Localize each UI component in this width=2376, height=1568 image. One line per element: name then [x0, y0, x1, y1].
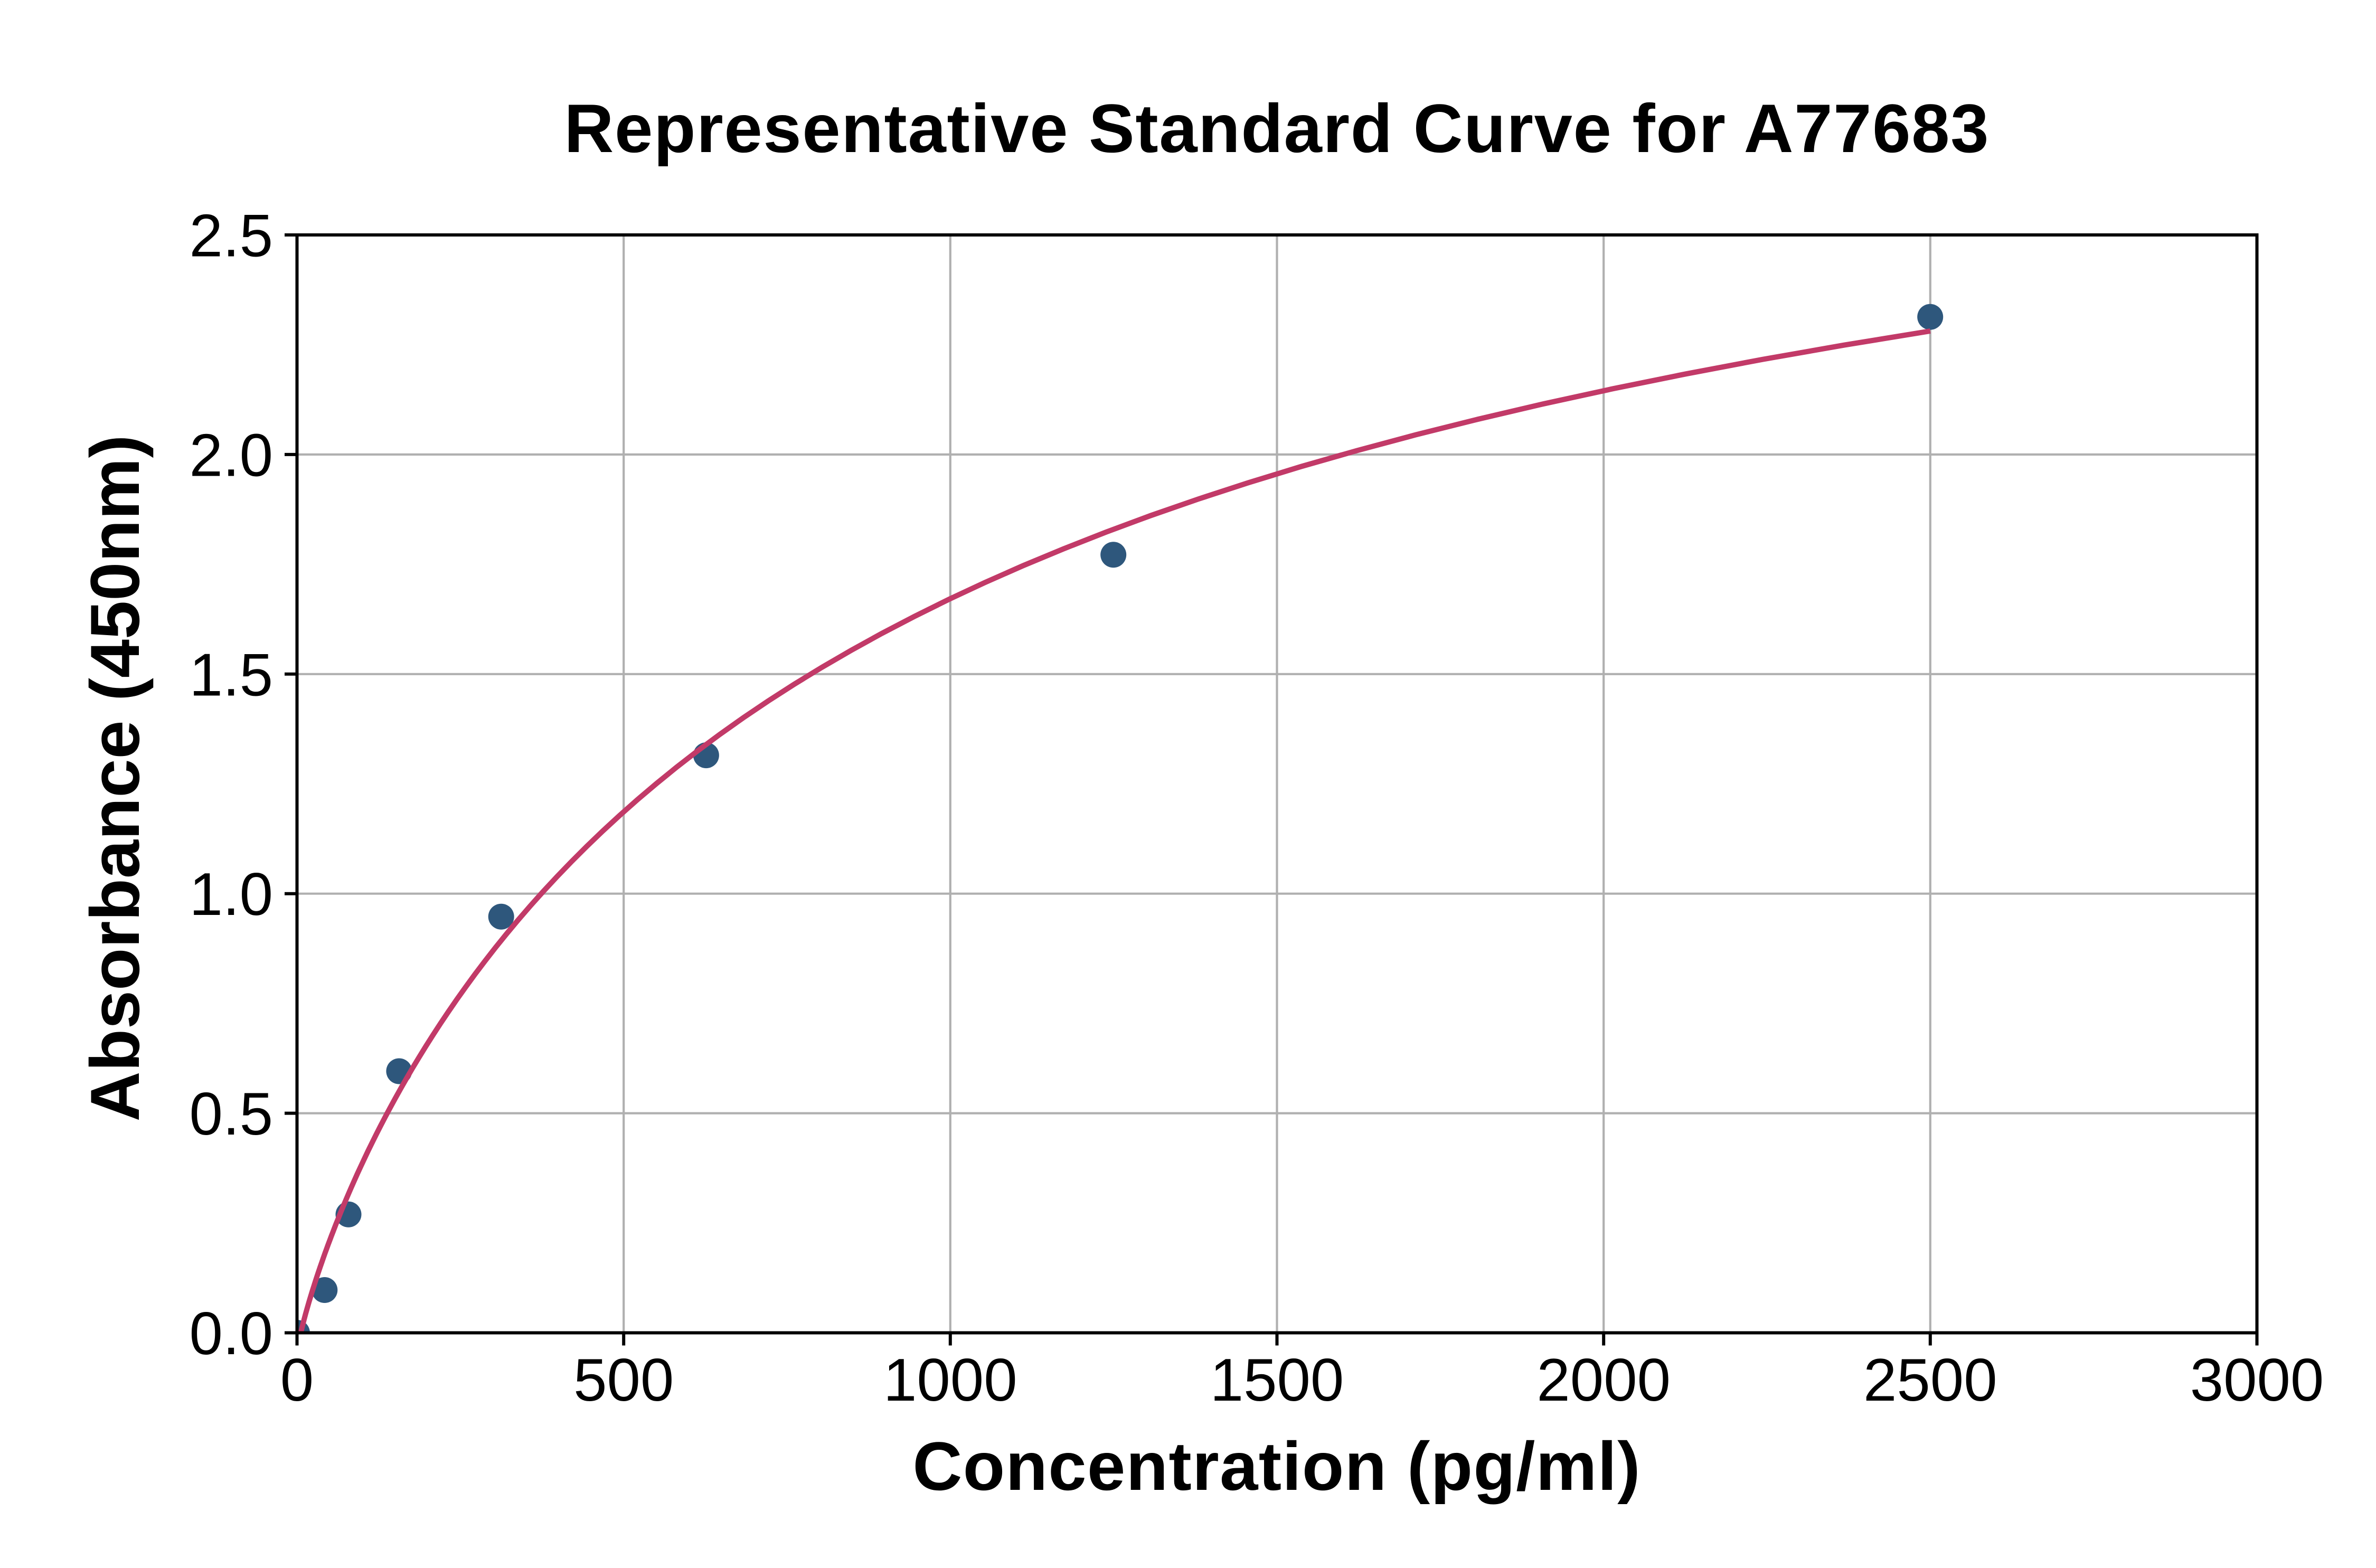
- svg-text:0.0: 0.0: [190, 1300, 273, 1367]
- svg-text:1.0: 1.0: [190, 861, 273, 928]
- svg-text:2.0: 2.0: [190, 422, 273, 489]
- svg-text:2500: 2500: [1863, 1347, 1997, 1414]
- svg-text:500: 500: [573, 1347, 674, 1414]
- svg-text:1000: 1000: [883, 1347, 1017, 1414]
- svg-text:Absorbance (450nm): Absorbance (450nm): [76, 435, 154, 1122]
- svg-text:1500: 1500: [1210, 1347, 1344, 1414]
- svg-text:0: 0: [280, 1347, 314, 1414]
- svg-text:1.5: 1.5: [190, 641, 273, 709]
- svg-text:2.5: 2.5: [190, 203, 273, 270]
- svg-text:2000: 2000: [1536, 1347, 1671, 1414]
- svg-text:Concentration (pg/ml): Concentration (pg/ml): [913, 1428, 1640, 1505]
- svg-text:Representative Standard Curve: Representative Standard Curve for A77683: [564, 90, 1989, 167]
- svg-text:3000: 3000: [2190, 1347, 2324, 1414]
- svg-text:0.5: 0.5: [190, 1081, 273, 1148]
